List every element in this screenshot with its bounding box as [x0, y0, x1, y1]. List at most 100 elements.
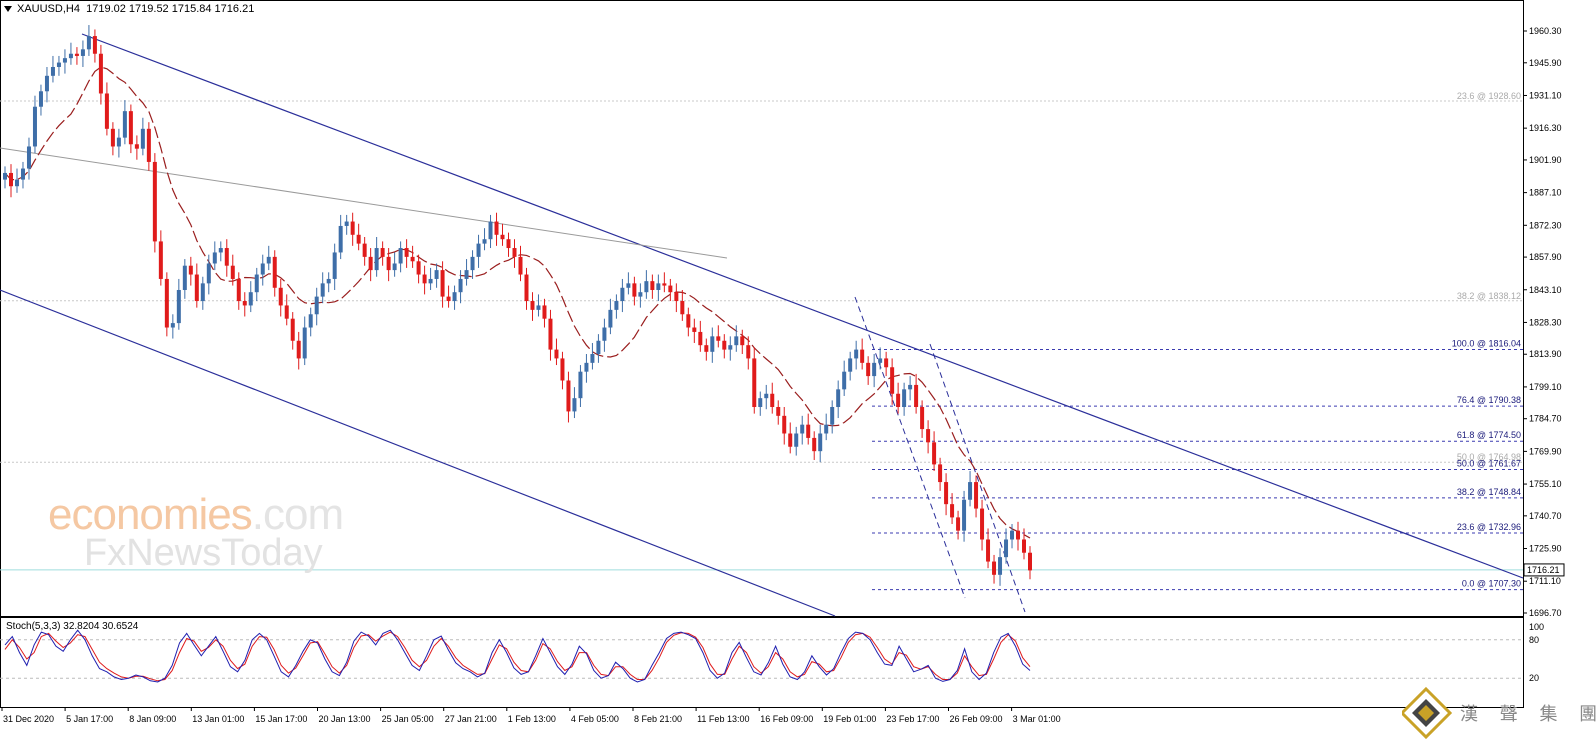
candle-body-89 [536, 305, 541, 310]
candle-body-114 [686, 314, 691, 328]
candle-body-17 [104, 93, 109, 129]
candle-body-75 [452, 292, 457, 302]
fib-label-right-2: 61.8 @ 1774.50 [1457, 430, 1521, 440]
price-tick-label-8: 1843.10 [1529, 285, 1562, 295]
candle-body-87 [524, 274, 529, 302]
candle-body-10 [62, 58, 67, 63]
candle-body-14 [86, 36, 91, 50]
candle-body-161 [968, 482, 973, 500]
fib-label-right-0: 100.0 @ 1816.04 [1452, 339, 1521, 349]
main-pane-border [0, 0, 1524, 617]
price-tick-label-9: 1828.30 [1529, 317, 1562, 327]
candle-body-47 [284, 305, 289, 319]
candle-body-135 [812, 437, 817, 452]
candle-body-124 [746, 345, 751, 359]
current-price-box [1523, 563, 1565, 577]
price-tick-label-0: 1960.30 [1529, 26, 1562, 36]
candle-body-60 [362, 243, 367, 257]
symbol-label: XAUUSD,H4 [17, 3, 80, 15]
time-tick-label-15: 26 Feb 09:00 [950, 714, 1003, 724]
candle-body-83 [500, 234, 505, 240]
candle-body-13 [80, 49, 85, 56]
price-tick-label-10: 1813.90 [1529, 349, 1562, 359]
candle-body-120 [722, 340, 727, 350]
candle-body-164 [986, 539, 991, 562]
price-tick-label-12: 1784.70 [1529, 414, 1562, 424]
candle-body-91 [548, 318, 553, 350]
candle-body-15 [92, 36, 97, 54]
fib-label-left-1: 38.2 @ 1838.12 [1457, 291, 1521, 301]
candle-body-163 [980, 508, 985, 540]
candle-body-112 [674, 292, 679, 302]
candle-body-40 [242, 301, 247, 306]
time-tick-label-14: 23 Feb 17:00 [886, 714, 939, 724]
candle-body-93 [560, 358, 565, 381]
moving-average [4, 66, 1031, 539]
candle-body-41 [248, 292, 253, 306]
candle-body-133 [800, 424, 805, 434]
candle-body-19 [116, 137, 121, 147]
candle-body-45 [272, 256, 277, 288]
candle-body-166 [998, 557, 1003, 575]
candle-body-2 [14, 179, 19, 187]
symbol-dropdown-icon[interactable] [4, 6, 12, 13]
chart-frame [0, 0, 1524, 708]
candle-body-80 [482, 239, 487, 244]
candle-body-71 [428, 278, 433, 284]
candle-body-32 [194, 274, 199, 302]
candle-body-152 [914, 384, 919, 408]
fib-label-right-4: 38.2 @ 1748.84 [1457, 487, 1521, 497]
candle-body-78 [470, 256, 475, 271]
ohlc-readout: 1719.02 1719.52 1715.84 1716.21 [86, 3, 255, 15]
time-tick-label-10: 8 Feb 21:00 [634, 714, 682, 724]
candle-body-94 [566, 380, 571, 412]
candle-body-139 [836, 389, 841, 408]
candle-body-35 [212, 252, 217, 264]
time-tick-label-4: 15 Jan 17:00 [255, 714, 307, 724]
candle-body-26 [158, 241, 163, 279]
candle-body-12 [74, 53, 79, 56]
down-channel-left [854, 296, 966, 599]
stoch-tick-100: 100 [1529, 622, 1544, 632]
candle-body-38 [230, 265, 235, 279]
price-tick-label-16: 1725.90 [1529, 544, 1562, 554]
candle-body-109 [656, 283, 661, 290]
fib-label-right-1: 76.4 @ 1790.38 [1457, 395, 1521, 405]
candle-body-50 [302, 327, 307, 359]
candle-body-67 [404, 248, 409, 257]
candle-body-31 [188, 265, 193, 275]
candle-body-62 [374, 248, 379, 271]
time-tick-label-2: 8 Jan 09:00 [129, 714, 176, 724]
time-tick-label-16: 3 Mar 01:00 [1013, 714, 1061, 724]
price-tick-label-14: 1755.10 [1529, 479, 1562, 489]
candle-body-34 [206, 263, 211, 284]
price-tick-label-15: 1740.70 [1529, 511, 1562, 521]
candle-body-122 [734, 336, 739, 346]
candle-body-148 [890, 367, 895, 394]
watermark-suffix: .com [251, 490, 344, 539]
price-axis: 1960.30 1945.90 1931.10 1916.30 1901.90 1887.… [1523, 26, 1565, 618]
candle-body-125 [752, 358, 757, 408]
candle-body-101 [608, 309, 613, 328]
candle-body-21 [128, 111, 133, 145]
candle-body-145 [872, 362, 877, 377]
candle-body-136 [818, 433, 823, 452]
candle-body-132 [794, 433, 799, 447]
time-tick-label-8: 1 Feb 13:00 [508, 714, 556, 724]
candle-body-0 [3, 172, 7, 180]
candle-body-54 [326, 278, 331, 284]
price-tick-label-11: 1799.10 [1529, 382, 1562, 392]
candle-body-141 [848, 358, 853, 372]
candles [3, 25, 1032, 586]
candle-body-56 [338, 225, 343, 253]
candle-body-42 [254, 274, 259, 293]
candle-body-63 [380, 248, 385, 257]
candle-body-44 [266, 256, 271, 264]
time-tick-label-1: 5 Jan 17:00 [66, 714, 113, 724]
candle-body-170 [1022, 539, 1027, 553]
candle-body-4 [26, 146, 31, 169]
fib-label-left-2: 50.0 @ 1764.98 [1457, 452, 1521, 462]
candle-body-77 [464, 270, 469, 279]
candle-body-30 [182, 265, 187, 290]
